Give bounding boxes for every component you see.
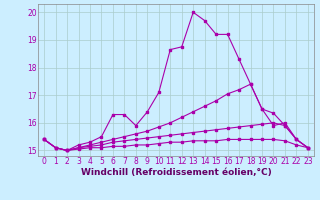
X-axis label: Windchill (Refroidissement éolien,°C): Windchill (Refroidissement éolien,°C) xyxy=(81,168,271,177)
